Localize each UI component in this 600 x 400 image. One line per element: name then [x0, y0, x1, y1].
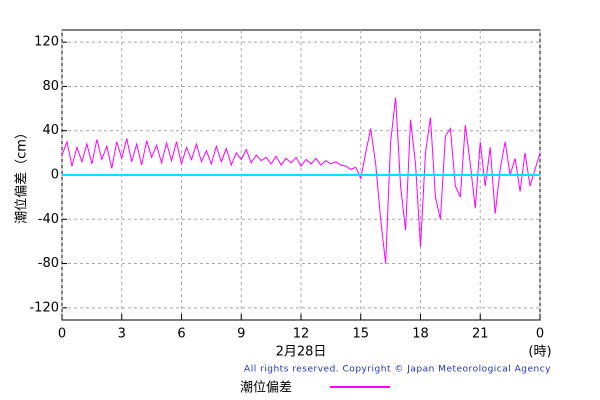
x-tick-label: 6 [177, 327, 185, 342]
x-tick-label: 12 [293, 327, 310, 342]
x-tick-label: 0 [536, 327, 544, 342]
x-tick-label: 21 [472, 327, 489, 342]
y-tick-label: 40 [42, 123, 59, 138]
y-tick-label: 80 [42, 79, 59, 94]
x-tick-label: 9 [237, 327, 245, 342]
y-tick-label: 0 [51, 168, 59, 183]
y-tick-label: -40 [38, 212, 59, 227]
x-tick-label: 0 [58, 327, 66, 342]
legend-label: 潮位偏差 [240, 381, 292, 396]
x-tick-label: 15 [352, 327, 369, 342]
x-axis-label: 2月28日 [276, 345, 327, 360]
y-axis-label: 潮位偏差（cm） [15, 126, 30, 224]
data-line [61, 97, 541, 264]
y-tick-label: 120 [34, 35, 59, 50]
x-axis-unit: (時) [528, 345, 551, 360]
y-tick-label: -120 [29, 300, 59, 315]
y-tick-label: -80 [38, 256, 59, 271]
x-tick-label: 18 [412, 327, 429, 342]
x-tick-label: 3 [118, 327, 126, 342]
copyright: All rights reserved. Copyright © Japan M… [244, 365, 551, 375]
